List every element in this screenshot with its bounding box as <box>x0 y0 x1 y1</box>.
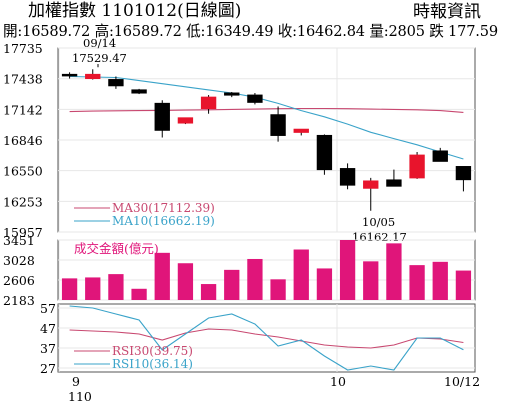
candle-down <box>247 94 263 103</box>
high-value-label: 17529.47 <box>72 51 127 65</box>
chart-title: 加權指數 1101012(日線圖) <box>28 1 242 21</box>
candle-down <box>108 79 124 87</box>
volume-bar <box>200 284 217 300</box>
volume-bar <box>61 278 78 300</box>
price-tick-label: 17438 <box>3 72 43 87</box>
ma10-line <box>69 75 464 160</box>
volume-bar <box>270 279 286 300</box>
ma-legend-label: MA30(17112.39) <box>112 201 215 215</box>
volume-bar <box>108 274 124 300</box>
candle-down <box>339 168 356 186</box>
volume-bar <box>386 243 402 300</box>
panel-frame <box>57 303 476 373</box>
price-tick-label: 16253 <box>3 194 43 209</box>
rsi-legend-label: RSI30(39.75) <box>112 344 193 358</box>
volume-tick-label: 2183 <box>3 293 35 308</box>
rsi10-line <box>69 305 464 371</box>
price-panel: 17735 17438 17142 16846 16550 16253 15957 MA30(… <box>3 36 476 244</box>
candle-down <box>61 73 78 77</box>
volume-bar <box>293 249 309 300</box>
volume-bar <box>455 270 472 300</box>
volume-bar <box>316 268 333 300</box>
volume-bar <box>432 261 448 300</box>
volume-tick-label: 3028 <box>3 253 35 268</box>
price-tick-label: 17142 <box>3 102 43 117</box>
low-date-label: 10/05 <box>362 215 395 229</box>
candle-up <box>177 117 194 124</box>
volume-tick-label: 2606 <box>3 273 35 288</box>
candle-down <box>386 179 402 187</box>
price-tick-label: 15957 <box>3 225 43 240</box>
volume-bar <box>224 269 240 300</box>
volume-bar <box>85 277 101 300</box>
price-tick-label: 16846 <box>3 133 43 148</box>
candle-up <box>293 128 309 133</box>
low-value-label: 16162.17 <box>352 230 407 244</box>
rsi-panel: 57 47 37 27 RSI30(39.75)RSI10(36.14) <box>40 301 476 376</box>
volume-bar <box>131 288 147 300</box>
x-tick-label: 10 <box>330 374 346 389</box>
candle-up <box>200 96 217 110</box>
candle-up <box>409 154 425 179</box>
high-date-label: 09/14 <box>83 36 116 50</box>
volume-label: 成交金額(億元) <box>74 241 159 256</box>
volume-bar <box>177 263 194 300</box>
candle-down <box>316 134 333 171</box>
candle-down <box>224 92 240 96</box>
volume-tick-label: 3451 <box>3 233 35 248</box>
ma30-line <box>69 107 464 113</box>
x-tick-label: 9 <box>72 374 80 389</box>
volume-bar <box>339 240 356 300</box>
candle-down <box>432 150 448 162</box>
rsi-tick-label: 37 <box>40 341 56 356</box>
source-label: 時報資訊 <box>413 2 481 22</box>
x-tick-label: 10/12 <box>444 374 480 389</box>
volume-bar <box>363 261 379 300</box>
candle-down <box>154 102 170 131</box>
volume-bar <box>247 258 263 300</box>
rsi-tick-label: 47 <box>40 321 56 336</box>
candle-down <box>131 89 147 94</box>
candle-down <box>455 166 472 181</box>
rsi-tick-label: 27 <box>40 361 56 376</box>
price-tick-label: 17735 <box>3 41 43 56</box>
ohlc-stats: 開:16589.72 高:16589.72 低:16349.49 收:16462… <box>3 23 498 40</box>
candle-up <box>85 73 101 80</box>
ma-legend-label: MA10(16662.19) <box>112 214 215 228</box>
volume-bar <box>154 252 170 300</box>
price-tick-label: 16550 <box>3 164 43 179</box>
volume-panel: 3451 3028 2606 2183 成交金額(億元) <box>3 233 476 308</box>
candle-up <box>363 180 379 189</box>
volume-bar <box>409 265 425 300</box>
x-tick-label: 110 <box>68 389 92 404</box>
candle-down <box>270 114 286 136</box>
rsi-tick-label: 57 <box>40 301 56 316</box>
rsi-legend-label: RSI10(36.14) <box>112 357 193 371</box>
